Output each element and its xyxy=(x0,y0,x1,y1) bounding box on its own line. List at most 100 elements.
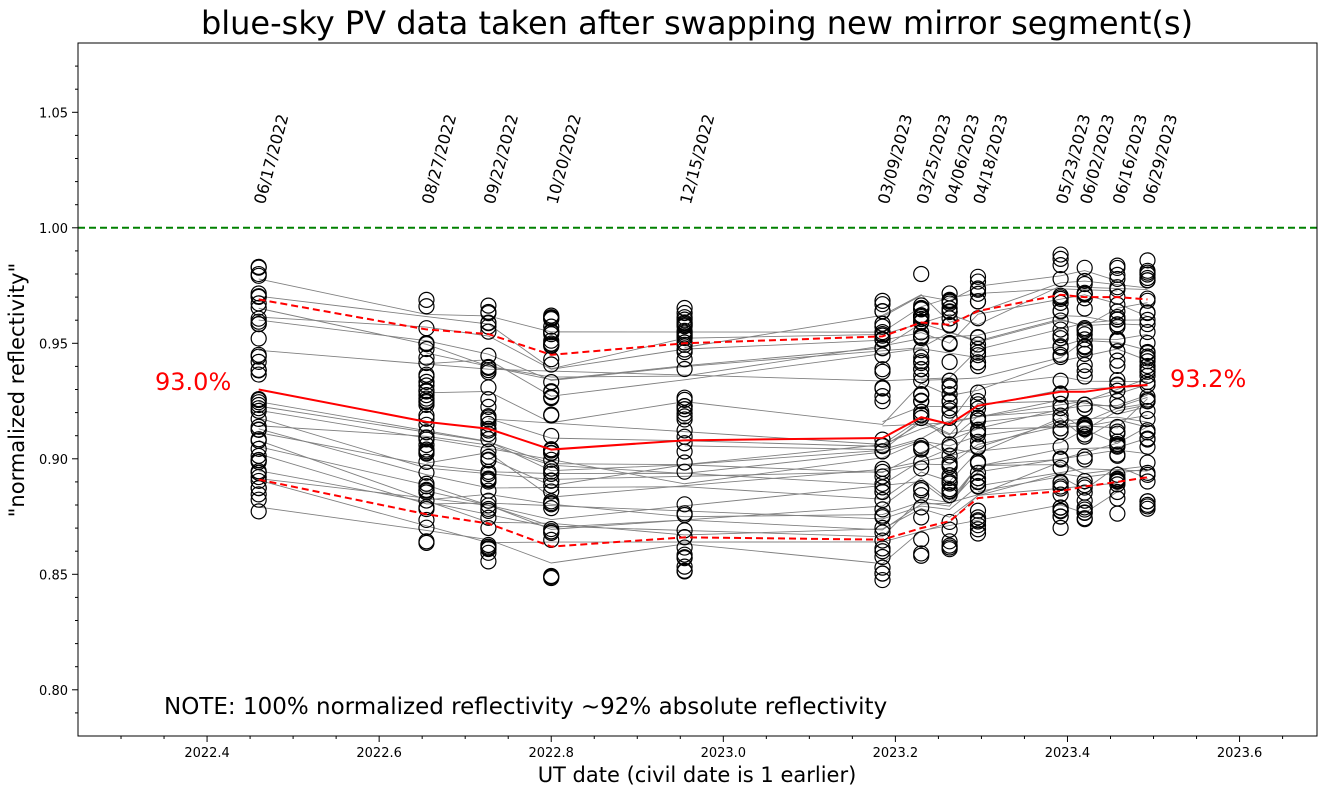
data-point xyxy=(969,478,987,495)
data-point xyxy=(913,441,930,458)
data-point xyxy=(676,360,693,378)
data-point xyxy=(1052,395,1069,412)
data-point xyxy=(969,268,987,285)
data-point xyxy=(1139,357,1156,375)
data-point xyxy=(418,453,435,470)
data-point xyxy=(969,280,987,297)
data-point xyxy=(941,353,958,371)
data-point xyxy=(418,291,435,308)
data-point xyxy=(676,405,693,422)
data-point xyxy=(1109,308,1126,326)
data-point xyxy=(418,475,435,492)
data-point xyxy=(874,559,891,576)
segment-tracks xyxy=(258,270,1148,565)
data-point xyxy=(250,258,267,275)
data-point xyxy=(874,565,891,582)
data-point xyxy=(913,545,930,562)
data-point xyxy=(874,491,891,509)
data-point xyxy=(1076,290,1093,307)
data-point xyxy=(543,351,560,368)
x-tick-label: 2023.2 xyxy=(873,746,919,761)
date-label: 09/22/2022 xyxy=(480,112,522,206)
data-point xyxy=(250,400,267,417)
data-point xyxy=(418,396,435,413)
data-point xyxy=(480,379,497,396)
data-point xyxy=(1052,250,1069,267)
y-axis: 0.80 0.85 0.90 0.95 1.00 1.05 xyxy=(39,65,78,714)
data-point xyxy=(1109,257,1126,274)
data-point xyxy=(969,384,987,401)
data-point xyxy=(676,549,693,566)
data-point xyxy=(1139,367,1156,384)
data-point xyxy=(250,313,267,330)
data-point xyxy=(1109,316,1126,333)
data-point xyxy=(418,511,435,529)
data-point xyxy=(543,384,560,401)
note-text: NOTE: 100% normalized reflectivity ~92% … xyxy=(164,694,887,720)
data-point xyxy=(969,354,987,371)
segment-track xyxy=(258,437,1148,530)
data-point xyxy=(941,541,958,558)
data-point xyxy=(1139,334,1156,352)
data-point xyxy=(941,436,958,453)
data-point xyxy=(913,367,930,384)
data-point xyxy=(480,465,497,483)
data-point xyxy=(1109,505,1126,522)
data-point xyxy=(969,329,987,346)
data-point xyxy=(969,347,987,364)
data-point xyxy=(913,360,930,378)
data-point xyxy=(676,443,693,460)
data-point xyxy=(480,502,497,520)
data-point xyxy=(1052,407,1069,424)
data-point xyxy=(874,339,891,356)
data-point xyxy=(480,391,497,408)
data-point xyxy=(250,472,267,490)
segment-track xyxy=(426,468,1148,536)
data-point xyxy=(676,411,693,428)
data-point xyxy=(250,353,267,371)
data-point xyxy=(941,400,958,417)
data-point xyxy=(941,487,958,504)
data-point xyxy=(913,393,930,410)
data-point xyxy=(418,464,435,481)
data-point xyxy=(874,479,891,496)
data-point xyxy=(250,421,267,438)
data-point xyxy=(1076,396,1093,413)
segment-track xyxy=(882,375,1148,427)
data-point xyxy=(1139,500,1156,517)
data-point xyxy=(480,482,497,499)
y-tick-label: 1.00 xyxy=(39,222,68,237)
data-point xyxy=(676,322,693,339)
data-point xyxy=(543,472,560,489)
data-point xyxy=(969,421,987,438)
data-point xyxy=(1109,418,1126,436)
data-point xyxy=(969,509,987,526)
data-point xyxy=(676,562,693,579)
data-point xyxy=(418,444,435,461)
data-point xyxy=(969,358,987,375)
data-point xyxy=(1076,451,1093,468)
data-point xyxy=(913,265,930,283)
data-point xyxy=(1139,361,1156,378)
data-point xyxy=(418,298,435,315)
data-point xyxy=(941,473,958,491)
data-point xyxy=(480,509,497,526)
data-point xyxy=(480,553,497,570)
x-axis-label: UT date (civil date is 1 earlier) xyxy=(538,763,857,787)
data-point xyxy=(1139,350,1156,367)
date-label: 03/09/2023 xyxy=(874,112,916,206)
lower-line xyxy=(258,476,1148,548)
data-point xyxy=(250,396,267,414)
data-point xyxy=(1076,448,1093,465)
data-point xyxy=(1052,411,1069,428)
data-point xyxy=(1052,346,1069,363)
data-point xyxy=(250,486,267,503)
data-point xyxy=(250,288,267,306)
data-point xyxy=(969,433,987,450)
data-point xyxy=(1052,423,1069,440)
data-point xyxy=(874,443,891,460)
data-point xyxy=(543,310,560,327)
data-point xyxy=(969,409,987,426)
data-point xyxy=(543,568,560,586)
